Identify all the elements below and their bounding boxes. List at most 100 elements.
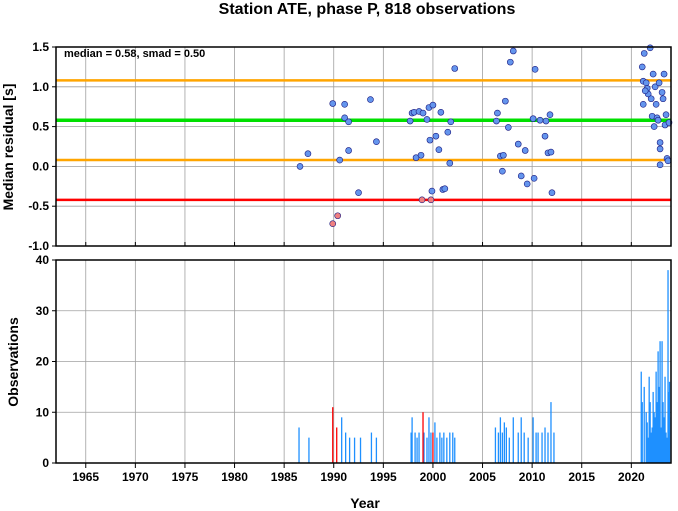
data-point [656,161,664,169]
data-point [505,124,512,131]
x-tick-label: 1970 [122,470,149,484]
observations-y-axis-label: Observations [5,317,21,407]
data-point [345,118,352,126]
data-point [662,111,670,118]
data-point [531,65,539,73]
data-point [639,101,647,108]
data-point [419,109,427,117]
data-point [655,79,663,87]
data-point [656,145,664,153]
data-point [529,115,537,122]
data-point [329,220,337,228]
y-tick-label: 30 [36,304,50,318]
data-point [652,101,660,108]
data-point [547,148,555,156]
observations-panel: 1965 1970 1975 1980 1985 1990 1995 2000 2005 2010… [5,253,672,511]
data-point [493,117,500,125]
data-point [548,189,556,196]
data-point [441,185,449,192]
data-point [345,147,352,154]
x-tick-label: 1975 [172,470,199,484]
y-tick-label: -0.5 [28,199,49,213]
data-point [406,117,414,125]
data-point [444,128,452,136]
data-point [423,116,431,123]
data-point [296,163,304,170]
data-point [536,116,544,124]
data-point [509,47,517,55]
data-point [336,156,343,164]
stats-text: median = 0.58, smad = 0.50 [64,48,205,60]
residual-panel-frame [55,46,672,247]
observations-x-ticks: 1965 1970 1975 1980 1985 1990 1995 2000 2005 2010… [72,463,645,484]
data-point [507,58,514,66]
residual-y-ticks: -1.0 -0.5 0.0 0.5 1.0 1.5 [28,40,56,253]
data-point [494,109,501,117]
x-tick-label: 2015 [568,470,595,484]
residual-y-axis-label: Median residual [s] [0,84,16,211]
y-tick-label: 0.5 [32,120,49,134]
x-tick-label: 1980 [221,470,248,484]
data-point [429,101,437,109]
residual-reference-lines [56,79,671,202]
data-point [514,140,522,148]
x-tick-label: 2020 [618,470,645,484]
data-point [541,132,549,140]
data-point [446,159,454,167]
data-point [654,116,662,124]
data-point [542,117,550,125]
data-point [428,187,436,195]
data-point [530,175,538,182]
data-point [341,101,348,108]
residual-grid [56,46,671,247]
x-tick-label: 2005 [469,470,496,484]
y-tick-label: 20 [36,355,50,369]
x-axis-label: Year [350,495,380,511]
data-point [646,44,654,52]
y-tick-label: 1.0 [32,80,49,94]
observations-y-ticks: 0 10 20 30 40 [36,253,56,470]
data-point [656,139,664,146]
data-point [355,189,362,196]
y-tick-label: -1.0 [28,239,49,253]
data-point [638,63,646,71]
data-point [437,108,445,116]
data-point [427,196,435,204]
data-point [447,118,455,126]
data-point [451,65,459,72]
x-tick-label: 1990 [320,470,347,484]
y-tick-label: 1.5 [32,40,49,54]
data-point [304,150,312,157]
x-tick-label: 1965 [72,470,99,484]
data-point [432,132,440,140]
data-point [502,97,509,105]
x-tick-label: 1995 [370,470,397,484]
data-point [418,196,426,204]
data-point [373,138,380,146]
x-tick-label: 1985 [271,470,298,484]
data-point [500,151,507,159]
residual-panel: -1.0 -0.5 0.0 0.5 1.0 1.5 median = 0.58, smad… [0,40,673,253]
data-point [659,95,667,103]
data-point [334,212,342,220]
data-point [517,172,525,180]
data-point [664,157,672,165]
observations-bars [298,270,671,463]
x-tick-label: 2010 [519,470,546,484]
data-point [649,70,657,78]
data-point [641,87,649,95]
y-tick-label: 0 [42,456,49,470]
data-point [640,50,648,57]
data-point [642,79,650,87]
data-point [651,83,659,91]
data-point [329,100,337,107]
y-tick-label: 40 [36,253,50,267]
data-point [341,114,348,122]
data-point [499,167,506,175]
data-point [417,151,425,159]
x-tick-label: 2000 [420,470,447,484]
chart-title: Station ATE, phase P, 818 observations [219,1,516,18]
data-point [435,146,443,153]
data-point [658,89,666,96]
